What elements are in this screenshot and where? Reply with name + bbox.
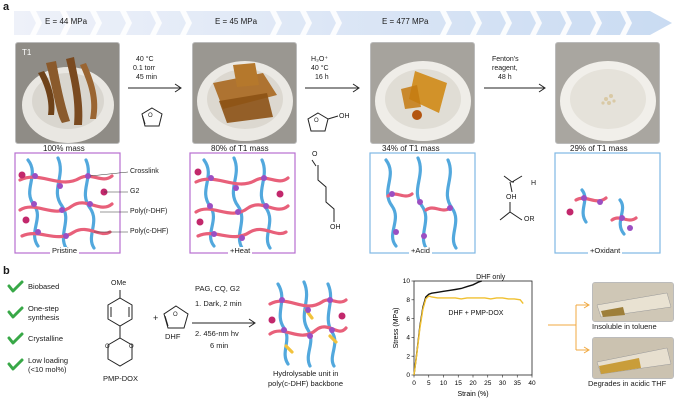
caption-toluene: Insoluble in toluene <box>592 322 657 331</box>
feature-crystalline: Crystalline <box>28 334 64 343</box>
feature-one-step: One-step synthesis <box>28 304 60 322</box>
x-tick-label: 35 <box>514 380 522 387</box>
x-tick-label: 10 <box>440 380 448 387</box>
x-tick-label: 25 <box>484 380 492 387</box>
feature-checkmarks <box>7 280 24 371</box>
feature-low-loading: Low loading (<10 mol%) <box>28 356 69 374</box>
modulus-label-3: E = 477 MPa <box>382 17 429 26</box>
svg-text:O: O <box>173 312 178 318</box>
svg-text:O: O <box>314 118 319 124</box>
photo-heat <box>192 42 297 144</box>
condition-reagents: PAG, CQ, G2 <box>195 284 240 293</box>
mol-oh-2: OH <box>330 224 341 231</box>
caption-pristine: Pristine <box>50 246 80 256</box>
mass-heat: 80% of T1 mass <box>211 144 269 153</box>
series-label: DHF + PMP-DOX <box>448 310 503 317</box>
svg-text:O: O <box>129 344 134 350</box>
bracket-lines <box>548 301 590 354</box>
svg-text:O: O <box>148 113 153 119</box>
condition-time: 6 min <box>210 341 229 350</box>
step2-acid: H₃O⁺ <box>311 56 329 63</box>
series-line <box>413 280 483 376</box>
photo-pristine: T1 <box>15 42 120 144</box>
chart-frame <box>413 280 533 376</box>
mol-oh-3: OH <box>506 194 517 201</box>
mol-or: OR <box>524 216 535 223</box>
step1-pressure: 0.1 torr <box>133 65 156 72</box>
x-tick-label: 20 <box>469 380 477 387</box>
ome-label: OMe <box>111 280 127 287</box>
step1-time: 45 min <box>136 74 158 81</box>
legend-poly-r-dhf: Poly(r-DHF) <box>130 208 168 215</box>
vial-toluene <box>592 282 674 322</box>
photo-label-t1: T1 <box>22 48 32 57</box>
dhf-structure: O <box>163 305 189 329</box>
step3-reagent2: reagent, <box>492 65 518 72</box>
caption-oxidant: +Oxidant <box>588 246 623 256</box>
vial-thf <box>592 337 674 379</box>
x-tick-label: 5 <box>427 380 431 387</box>
modulus-banner <box>14 11 672 35</box>
pmp-dox-structure: OO <box>105 290 134 367</box>
caption-thf: Degrades in acidic THF <box>588 379 667 388</box>
x-tick-label: 30 <box>499 380 507 387</box>
pmp-dox-label: PMP-DOX <box>103 374 139 383</box>
y-tick-label: 8 <box>406 297 410 304</box>
x-tick-label: 40 <box>528 380 536 387</box>
condition-light: 2. 456-nm hv <box>195 329 239 338</box>
condition-dark: 1. Dark, 2 min <box>195 299 242 308</box>
y-tick-label: 0 <box>406 372 410 379</box>
mass-pristine: 100% mass <box>43 144 85 153</box>
modulus-label-1: E = 44 MPa <box>45 17 88 26</box>
panel-a-label: a <box>3 1 10 13</box>
mol-h-aldehyde: H <box>531 180 537 187</box>
step2-temp: 40 °C <box>311 65 329 72</box>
svg-text:O: O <box>105 344 110 350</box>
product-label-2: poly(c-DHF) backbone <box>268 379 344 388</box>
mol-oh-1: OH <box>339 113 350 120</box>
photo-oxidant <box>555 42 660 144</box>
step3-reagent1: Fenton's <box>492 56 519 63</box>
step3-time: 48 h <box>498 74 512 81</box>
step1-temp: 40 °C <box>136 56 154 63</box>
legend-crosslink: Crosslink <box>130 168 159 175</box>
dhf-label: DHF <box>165 332 181 341</box>
network-diagrams <box>14 152 661 254</box>
caption-heat: +Heat <box>228 246 253 256</box>
reaction-arrow <box>192 318 256 328</box>
mass-oxidant: 29% of T1 mass <box>570 144 628 153</box>
product-label-1: Hydrolysable unit in <box>273 369 339 378</box>
series-label: DHF only <box>476 274 506 281</box>
y-axis-label: Stress (MPa) <box>393 308 400 349</box>
feature-biobased: Biobased <box>28 282 60 291</box>
step2-time: 16 h <box>315 74 329 81</box>
y-tick-label: 10 <box>403 278 411 285</box>
x-axis-label: Strain (%) <box>457 391 488 398</box>
y-tick-label: 6 <box>406 316 410 323</box>
panel-b-label: b <box>3 265 10 277</box>
caption-acid: +Acid <box>409 246 432 256</box>
legend-poly-c-dhf: Poly(c-DHF) <box>130 228 169 235</box>
plus-sign: + <box>153 313 159 323</box>
y-tick-label: 2 <box>406 353 410 360</box>
x-tick-label: 0 <box>412 380 416 387</box>
modulus-label-2: E = 45 MPa <box>215 17 258 26</box>
series-line <box>413 295 524 376</box>
product-network <box>268 280 348 368</box>
x-tick-label: 15 <box>455 380 463 387</box>
photo-acid <box>370 42 475 144</box>
legend-g2: G2 <box>130 188 140 195</box>
y-tick-label: 4 <box>406 335 410 342</box>
stress-strain-chart: 0 5 10 15 20 25 30 35 40 0 2 4 6 8 10 Strain (%) Stress … <box>393 274 536 398</box>
process-arrows: O O <box>128 83 546 222</box>
mass-acid: 34% of T1 mass <box>382 144 440 153</box>
mol-o-aldehyde: O <box>312 151 318 158</box>
